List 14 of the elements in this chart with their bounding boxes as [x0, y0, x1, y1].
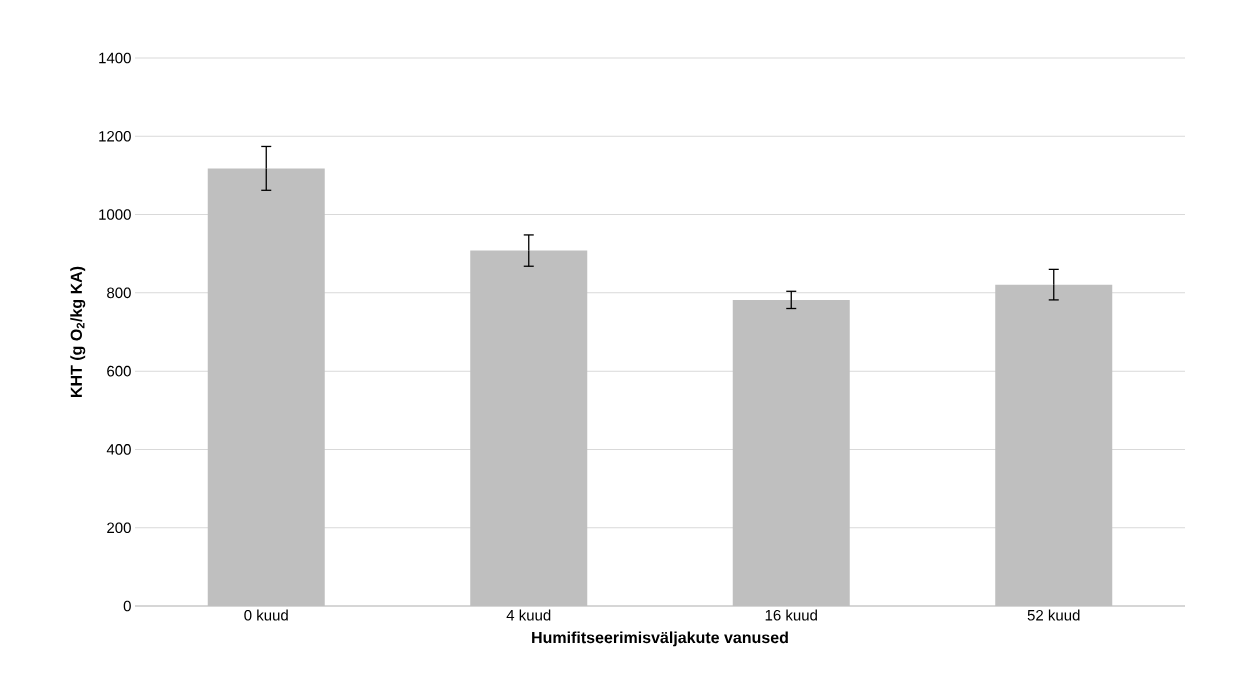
- y-axis-title: KHT (g O$_{2}$/kg KA): [70, 266, 86, 397]
- x-tick-label: 0 kuud: [244, 609, 288, 621]
- y-tick-label: 600: [107, 365, 131, 377]
- y-tick-label: 1400: [99, 52, 131, 64]
- x-axis-title: Humifitseerimisväljakute vanused: [532, 631, 788, 647]
- y-tick-label: 800: [107, 287, 131, 299]
- y-tick-label: 400: [106, 444, 131, 455]
- y-tick-label: 200: [107, 522, 131, 534]
- y-tick-label: 1000: [99, 209, 131, 220]
- y-tick-label: 0: [123, 600, 131, 612]
- x-tick-label: 4 kuud: [506, 609, 551, 621]
- x-tick-label: 16 kuud: [765, 609, 817, 621]
- y-tick-label: 1200: [99, 130, 131, 142]
- x-tick-label: 52 kuud: [1027, 609, 1080, 621]
